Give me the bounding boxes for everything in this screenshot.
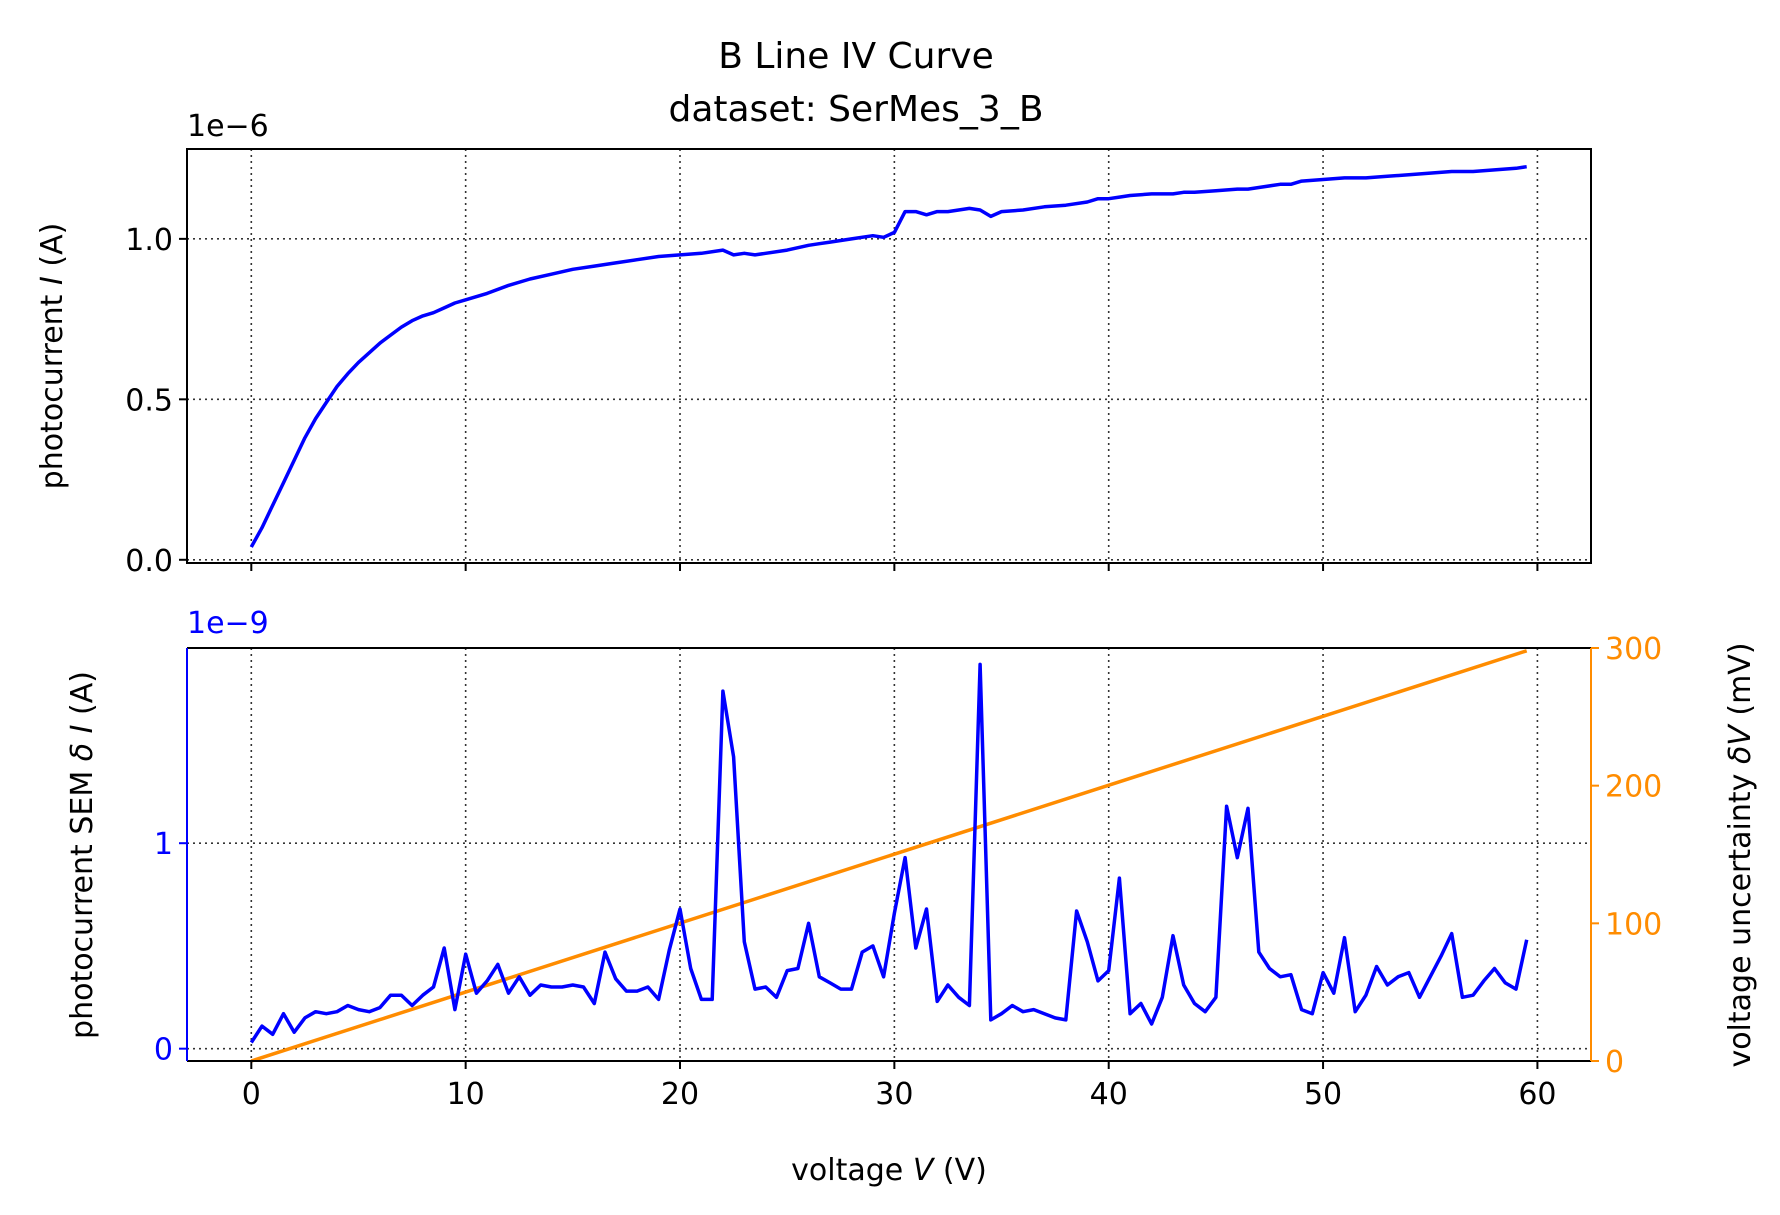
bottom-y2-tick-label: 200 [1605, 770, 1662, 805]
bottom-y-tick-label: 1 [154, 827, 173, 862]
top-y-tick-label: 0.5 [125, 383, 173, 418]
top-series [249, 164, 1527, 548]
bottom-series-right [250, 649, 1528, 1063]
bottom-y-axis-label: photocurrent SEM δ I (A) [65, 671, 100, 1039]
chart-title-line2: dataset: SerMes_3_B [668, 89, 1043, 130]
bottom-y2-tick-label: 0 [1605, 1045, 1624, 1080]
top-y-axis-label: photocurrent I (A) [35, 223, 70, 490]
photocurrent-sem-line [249, 662, 1529, 1044]
bottom-series-left [249, 662, 1529, 1044]
top-axes-frame [186, 148, 1592, 564]
chart-title-line1: B Line IV Curve [718, 36, 994, 77]
top-offset-text: 1e−6 [187, 109, 269, 144]
photocurrent-line [249, 164, 1527, 548]
x-tick-label: 50 [1304, 1077, 1342, 1112]
x-tick-label: 10 [447, 1077, 485, 1112]
x-axis-label: voltage V (V) [791, 1153, 987, 1188]
x-tick-label: 60 [1518, 1077, 1556, 1112]
top-y-tick-label: 1.0 [125, 223, 173, 258]
top-grid [187, 149, 1591, 563]
bottom-y2-axis-label: voltage uncertainty δV (mV) [1723, 642, 1758, 1067]
bottom-y2-tick-label: 300 [1605, 632, 1662, 667]
bottom-y-tick-label: 0 [154, 1033, 173, 1068]
x-tick-label: 0 [242, 1077, 261, 1112]
top-panel: 0.0 0.5 1.0 1e−6 photocurrent I (A) [35, 109, 1592, 579]
x-tick-label: 30 [875, 1077, 913, 1112]
top-y-tick-label: 0.0 [125, 544, 173, 579]
x-tick-label: 40 [1090, 1077, 1128, 1112]
top-ticks: 0.0 0.5 1.0 [125, 223, 1539, 579]
voltage-uncertainty-line [250, 649, 1528, 1063]
bottom-y2-tick-label: 100 [1605, 907, 1662, 942]
x-tick-label: 20 [661, 1077, 699, 1112]
bottom-offset-text: 1e−9 [187, 606, 269, 641]
bottom-grid [187, 648, 1591, 1061]
